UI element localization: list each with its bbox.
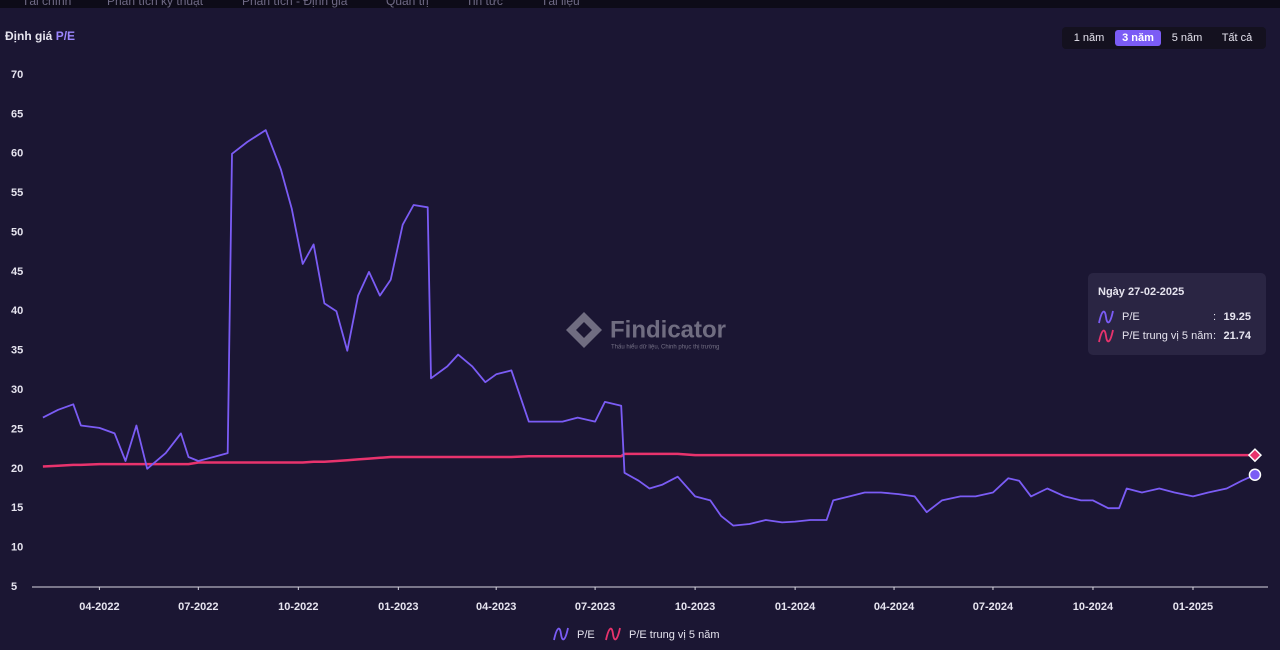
range-button[interactable]: 3 năm <box>1115 30 1161 46</box>
tooltip-date-value: 27-02-2025 <box>1128 286 1184 298</box>
nav-item[interactable]: Phân tích kỹ thuật <box>107 0 204 8</box>
legend-icon <box>1098 329 1114 343</box>
series-line <box>42 452 1255 468</box>
end-marker <box>1248 468 1262 482</box>
range-button[interactable]: 1 năm <box>1074 32 1105 44</box>
tooltip-sep: : <box>1213 330 1216 342</box>
x-tick-label: 07-2024 <box>973 601 1014 613</box>
nav-bar <box>0 0 1280 8</box>
y-tick-label: 60 <box>11 148 23 160</box>
tooltip-series: P/E <box>1122 311 1140 323</box>
x-tick-label: 04-2022 <box>79 601 119 613</box>
range-button-label[interactable]: 5 năm <box>1172 32 1203 44</box>
y-tick-label: 30 <box>11 384 23 396</box>
tooltip-value: 19.25 <box>1223 311 1251 323</box>
y-tick-label: 65 <box>11 108 23 120</box>
range-button-label[interactable]: 3 năm <box>1122 32 1154 44</box>
range-buttons: 1 năm 3 năm 5 năm Tất cả <box>1074 30 1253 46</box>
tooltip-date: Ngày 27-02-2025 <box>1098 286 1184 298</box>
series-line <box>42 129 1256 527</box>
tooltip-series: P/E trung vị 5 năm <box>1122 330 1213 342</box>
tooltip-prefix: Ngày <box>1098 286 1126 298</box>
x-tick-label: 10-2023 <box>675 601 715 613</box>
watermark-tagline: Thấu hiểu dữ liệu, Chinh phục thị trường <box>611 344 719 351</box>
nav-item[interactable]: Tài liệu <box>541 0 580 8</box>
y-tick-label: 45 <box>11 266 23 278</box>
range-button-label[interactable]: 1 năm <box>1074 32 1105 44</box>
y-tick-label: 25 <box>11 423 23 435</box>
title-text: Định giá <box>5 29 53 43</box>
y-tick-label: 50 <box>11 226 23 238</box>
range-button[interactable]: 5 năm <box>1172 32 1203 44</box>
x-tick-label: 10-2022 <box>278 601 318 613</box>
y-tick-label: 5 <box>11 581 17 593</box>
nav-item[interactable]: Phân tích - Định giá <box>242 0 348 8</box>
range-button-bg <box>1115 30 1161 46</box>
x-tick-label: 07-2023 <box>575 601 615 613</box>
y-tick-label: 55 <box>11 187 23 199</box>
legend-item[interactable]: P/E <box>553 627 595 641</box>
legend-icon <box>605 627 621 641</box>
legend-label[interactable]: P/E <box>577 629 595 641</box>
y-tick-label: 70 <box>11 69 23 81</box>
watermark-brand: Findicator <box>610 316 726 343</box>
x-tick-label: 01-2023 <box>378 601 418 613</box>
legend-icon <box>1098 310 1114 324</box>
nav-item[interactable]: Quản trị <box>386 0 429 8</box>
y-tick-label: 40 <box>11 305 23 317</box>
range-group <box>1062 27 1266 49</box>
tooltip-sep: : <box>1213 311 1216 323</box>
legend-label[interactable]: P/E trung vị 5 năm <box>629 629 720 641</box>
tooltip-value: 21.74 <box>1223 330 1251 342</box>
range-button[interactable]: Tất cả <box>1222 32 1253 44</box>
legend-item[interactable]: P/E trung vị 5 năm <box>605 627 720 641</box>
nav-item[interactable]: Tin tức <box>466 0 503 8</box>
plot: 5 10 15 20 25 30 35 40 45 50 55 60 65 70 04-2022 07-202… <box>11 69 1268 613</box>
legend: P/E P/E trung vị 5 năm <box>553 627 720 641</box>
x-tick-label: 04-2023 <box>476 601 516 613</box>
range-button-label[interactable]: Tất cả <box>1222 32 1253 44</box>
x-tick-label: 04-2024 <box>874 601 915 613</box>
x-tick-label: 10-2024 <box>1073 601 1114 613</box>
y-tick-label: 15 <box>11 502 23 514</box>
watermark-logo <box>566 312 602 348</box>
tooltip: Ngày 27-02-2025 P/E:19.25 P/E trung vị 5 … <box>1088 273 1266 355</box>
nav: Tài chính Phân tích kỹ thuật Phân tích - Đ… <box>22 0 580 8</box>
y-tick-label: 20 <box>11 463 23 475</box>
end-marker <box>1247 448 1263 463</box>
title: Định giá P/E <box>5 29 75 43</box>
y-tick-label: 10 <box>11 542 23 554</box>
tooltip-box <box>1088 273 1266 355</box>
nav-item[interactable]: Tài chính <box>22 0 71 8</box>
watermark: Findicator Thấu hiểu dữ liệu, Chinh phục… <box>566 312 726 351</box>
x-tick-label: 01-2024 <box>775 601 816 613</box>
title-metric: P/E <box>56 29 75 43</box>
y-tick-label: 35 <box>11 345 23 357</box>
x-tick-label: 01-2025 <box>1173 601 1213 613</box>
x-tick-label: 07-2022 <box>178 601 218 613</box>
legend-icon <box>553 627 569 641</box>
